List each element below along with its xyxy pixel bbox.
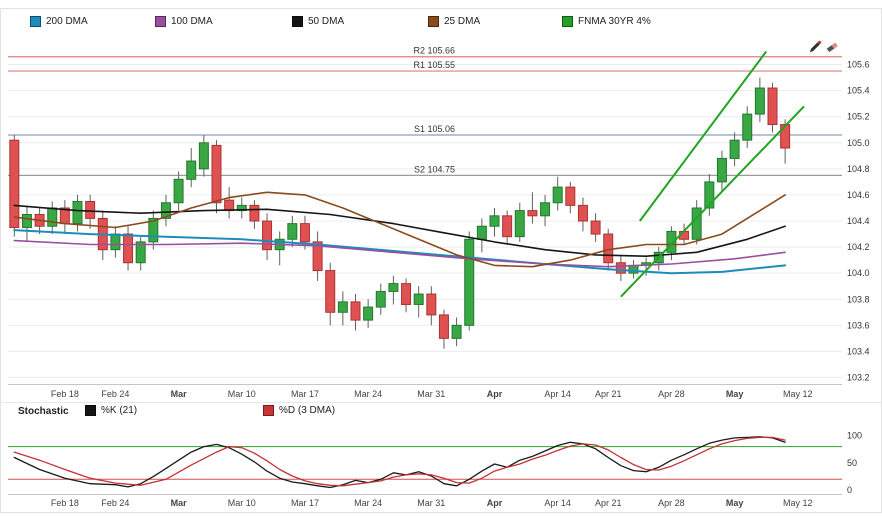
svg-text:105.2: 105.2 bbox=[847, 112, 870, 122]
legend-item-fnma: FNMA 30YR 4% bbox=[562, 16, 651, 27]
svg-text:May: May bbox=[726, 389, 744, 399]
percent-d-label: %D (3 DMA) bbox=[279, 405, 336, 416]
legend-item-percent-k: %K (21) bbox=[85, 405, 137, 416]
legend-item-50dma: 50 DMA bbox=[292, 16, 344, 27]
svg-text:Mar 24: Mar 24 bbox=[354, 498, 382, 508]
svg-text:105.0: 105.0 bbox=[847, 138, 870, 148]
svg-text:Apr 28: Apr 28 bbox=[658, 498, 685, 508]
legend-item-200dma: 200 DMA bbox=[30, 16, 88, 27]
stochastic-legend: Stochastic %K (21) %D (3 DMA) bbox=[0, 405, 882, 421]
stochastic-title: Stochastic bbox=[18, 406, 69, 417]
svg-text:Apr 28: Apr 28 bbox=[658, 389, 685, 399]
svg-text:May: May bbox=[726, 498, 744, 508]
legend-item-percent-d: %D (3 DMA) bbox=[263, 405, 335, 416]
200dma-label: 200 DMA bbox=[46, 16, 88, 27]
25dma-swatch-icon bbox=[428, 16, 439, 27]
200dma-swatch-icon bbox=[30, 16, 41, 27]
legend-item-25dma: 25 DMA bbox=[428, 16, 480, 27]
svg-text:Feb 18: Feb 18 bbox=[51, 498, 79, 508]
svg-text:Mar 24: Mar 24 bbox=[354, 389, 382, 399]
50dma-label: 50 DMA bbox=[308, 16, 345, 27]
svg-text:Mar 31: Mar 31 bbox=[417, 498, 445, 508]
svg-text:Mar 17: Mar 17 bbox=[291, 498, 319, 508]
svg-text:Apr 14: Apr 14 bbox=[544, 389, 571, 399]
svg-text:R2 105.66: R2 105.66 bbox=[413, 46, 455, 56]
svg-text:R1 105.55: R1 105.55 bbox=[413, 60, 455, 70]
svg-text:S1 105.06: S1 105.06 bbox=[414, 124, 455, 134]
svg-text:104.8: 104.8 bbox=[847, 164, 870, 174]
svg-text:Apr: Apr bbox=[487, 498, 503, 508]
svg-text:Feb 24: Feb 24 bbox=[101, 389, 129, 399]
svg-text:May 12: May 12 bbox=[783, 389, 813, 399]
eraser-icon[interactable] bbox=[825, 40, 839, 54]
svg-text:S2 104.75: S2 104.75 bbox=[414, 164, 455, 174]
svg-text:May 12: May 12 bbox=[783, 498, 813, 508]
svg-text:Apr 14: Apr 14 bbox=[544, 498, 571, 508]
main-legend: 200 DMA 100 DMA 50 DMA 25 DMA FNMA 30YR … bbox=[0, 16, 882, 32]
svg-text:104.0: 104.0 bbox=[847, 268, 870, 278]
svg-text:Feb 18: Feb 18 bbox=[51, 389, 79, 399]
svg-text:Mar: Mar bbox=[171, 389, 188, 399]
svg-text:Feb 24: Feb 24 bbox=[101, 498, 129, 508]
percent-k-swatch-icon bbox=[85, 405, 96, 416]
fnma-label: FNMA 30YR 4% bbox=[578, 16, 651, 27]
svg-text:103.6: 103.6 bbox=[847, 320, 870, 330]
100dma-swatch-icon bbox=[155, 16, 166, 27]
svg-text:103.2: 103.2 bbox=[847, 372, 870, 382]
svg-text:104.2: 104.2 bbox=[847, 242, 870, 252]
svg-text:105.6: 105.6 bbox=[847, 60, 870, 70]
svg-text:Mar 10: Mar 10 bbox=[228, 389, 256, 399]
svg-text:Mar: Mar bbox=[171, 498, 188, 508]
100dma-label: 100 DMA bbox=[171, 16, 213, 27]
svg-text:105.4: 105.4 bbox=[847, 86, 870, 96]
svg-text:103.8: 103.8 bbox=[847, 294, 870, 304]
svg-text:104.4: 104.4 bbox=[847, 216, 870, 226]
svg-text:Mar 17: Mar 17 bbox=[291, 389, 319, 399]
svg-text:Apr 21: Apr 21 bbox=[595, 498, 622, 508]
chart-tools bbox=[808, 40, 839, 54]
pencil-icon[interactable] bbox=[808, 40, 822, 54]
svg-text:Mar 31: Mar 31 bbox=[417, 389, 445, 399]
50dma-swatch-icon bbox=[292, 16, 303, 27]
svg-text:Apr 21: Apr 21 bbox=[595, 389, 622, 399]
svg-text:100: 100 bbox=[847, 431, 862, 441]
fnma-swatch-icon bbox=[562, 16, 573, 27]
svg-text:50: 50 bbox=[847, 458, 857, 468]
percent-d-swatch-icon bbox=[263, 405, 274, 416]
svg-text:104.6: 104.6 bbox=[847, 190, 870, 200]
svg-text:Mar 10: Mar 10 bbox=[228, 498, 256, 508]
svg-text:0: 0 bbox=[847, 485, 852, 495]
legend-item-100dma: 100 DMA bbox=[155, 16, 213, 27]
25dma-label: 25 DMA bbox=[444, 16, 481, 27]
svg-text:103.4: 103.4 bbox=[847, 346, 870, 356]
percent-k-label: %K (21) bbox=[101, 405, 138, 416]
svg-text:Apr: Apr bbox=[487, 389, 503, 399]
